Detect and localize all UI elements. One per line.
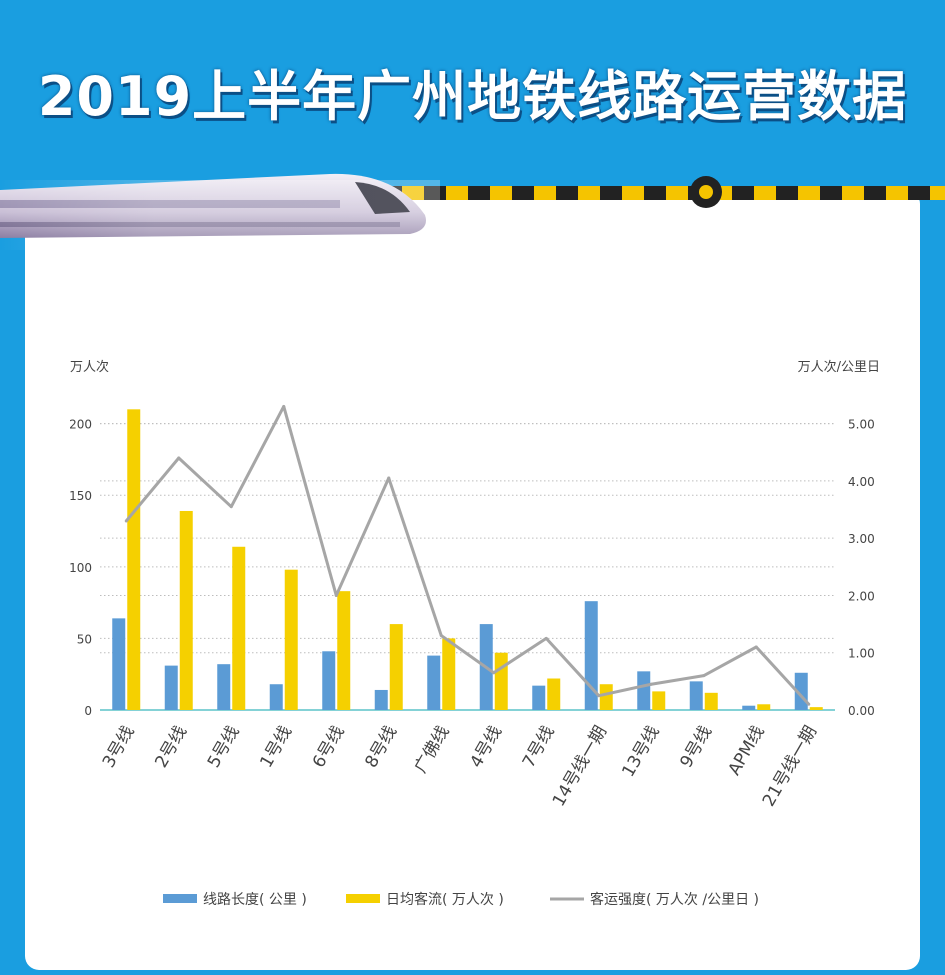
bar-flow (652, 691, 666, 710)
left-tick-label: 100 (69, 561, 92, 575)
legend-swatch-length (163, 894, 197, 903)
right-axis-unit: 万人次/公里日 (798, 359, 880, 375)
bar-length (112, 618, 126, 710)
category-label: 2号线 (151, 723, 191, 772)
right-tick-label: 2.00 (848, 589, 875, 603)
left-tick-label: 150 (69, 489, 92, 503)
bar-length (742, 705, 756, 710)
category-label: 13号线 (618, 723, 663, 781)
bar-flow (494, 652, 508, 710)
left-tick-label: 200 (69, 418, 92, 432)
bar-flow (179, 510, 193, 710)
intensity-point (177, 456, 181, 460)
category-label: 21号线一期 (759, 723, 821, 811)
bar-length (374, 689, 388, 710)
legend: 线路长度( 公里 ) 日均客流( 万人次 ) 客运强度( 万人次 /公里日 ) (163, 891, 759, 908)
chart-panel (25, 190, 920, 970)
intensity-point (702, 674, 706, 678)
legend-swatch-flow (346, 894, 380, 903)
category-label: 6号线 (309, 723, 349, 772)
bar-flow (704, 692, 718, 710)
intensity-line (124, 404, 811, 706)
legend-label-flow: 日均客流( 万人次 ) (386, 891, 504, 908)
intensity-point (649, 682, 653, 686)
intensity-polyline (125, 404, 810, 706)
intensity-point (334, 593, 338, 597)
right-tick-label: 0.00 (848, 704, 875, 718)
bar-length (637, 671, 651, 710)
bar-flow (127, 409, 141, 710)
rail-track-decoration (380, 186, 945, 200)
bar-length (689, 681, 703, 710)
category-label: 3号线 (99, 723, 139, 772)
intensity-point (229, 505, 233, 509)
left-tick-label: 0 (84, 704, 92, 718)
bar-length (217, 664, 231, 710)
bar-flow (757, 704, 771, 710)
rail-hub-decoration (690, 176, 722, 208)
bar-length (164, 665, 178, 710)
left-tick-label: 50 (77, 632, 92, 646)
intensity-point (439, 634, 443, 638)
category-label: 9号线 (676, 723, 716, 772)
bar-flow (337, 591, 351, 710)
intensity-point (387, 476, 391, 480)
category-label: 7号线 (519, 723, 559, 772)
intensity-point (282, 404, 286, 408)
category-label: 14号线一期 (549, 723, 611, 811)
category-label: 1号线 (256, 723, 296, 772)
bar-length (427, 655, 441, 710)
train-illustration (0, 173, 440, 250)
legend-label-intensity: 客运强度( 万人次 /公里日 ) (590, 891, 759, 908)
intensity-point (807, 702, 811, 706)
legend-label-length: 线路长度( 公里 ) (203, 892, 307, 908)
right-tick-label: 5.00 (848, 418, 875, 432)
gridlines (100, 423, 835, 711)
category-label: 广佛线 (411, 723, 454, 777)
bar-flow (547, 678, 561, 710)
left-axis-unit: 万人次 (70, 359, 109, 375)
bar-flow (389, 624, 403, 710)
left-axis-ticks: 0 50 100 150 200 (69, 418, 92, 718)
category-label: 5号线 (204, 723, 244, 772)
bars (112, 409, 823, 710)
intensity-point (492, 671, 496, 675)
right-axis-ticks: 0.00 1.00 2.00 3.00 4.00 5.00 (848, 418, 875, 718)
intensity-point (124, 519, 128, 523)
intensity-point (597, 694, 601, 698)
category-label: 8号线 (361, 723, 401, 772)
category-label: APM线 (724, 723, 768, 779)
bar-flow (599, 684, 613, 710)
intensity-point (754, 645, 758, 649)
banner-title: 2019上半年广州地铁线路运营数据 (37, 65, 908, 128)
right-tick-label: 3.00 (848, 532, 875, 546)
bar-flow (442, 638, 456, 710)
bar-flow (284, 569, 298, 710)
right-tick-label: 4.00 (848, 475, 875, 489)
bar-length (532, 685, 546, 710)
right-tick-label: 1.00 (848, 647, 875, 661)
bar-length (269, 684, 283, 710)
intensity-point (544, 636, 548, 640)
bar-flow (232, 546, 246, 710)
bar-length (322, 651, 336, 710)
category-label: 4号线 (466, 723, 506, 772)
bar-flow (809, 707, 823, 710)
